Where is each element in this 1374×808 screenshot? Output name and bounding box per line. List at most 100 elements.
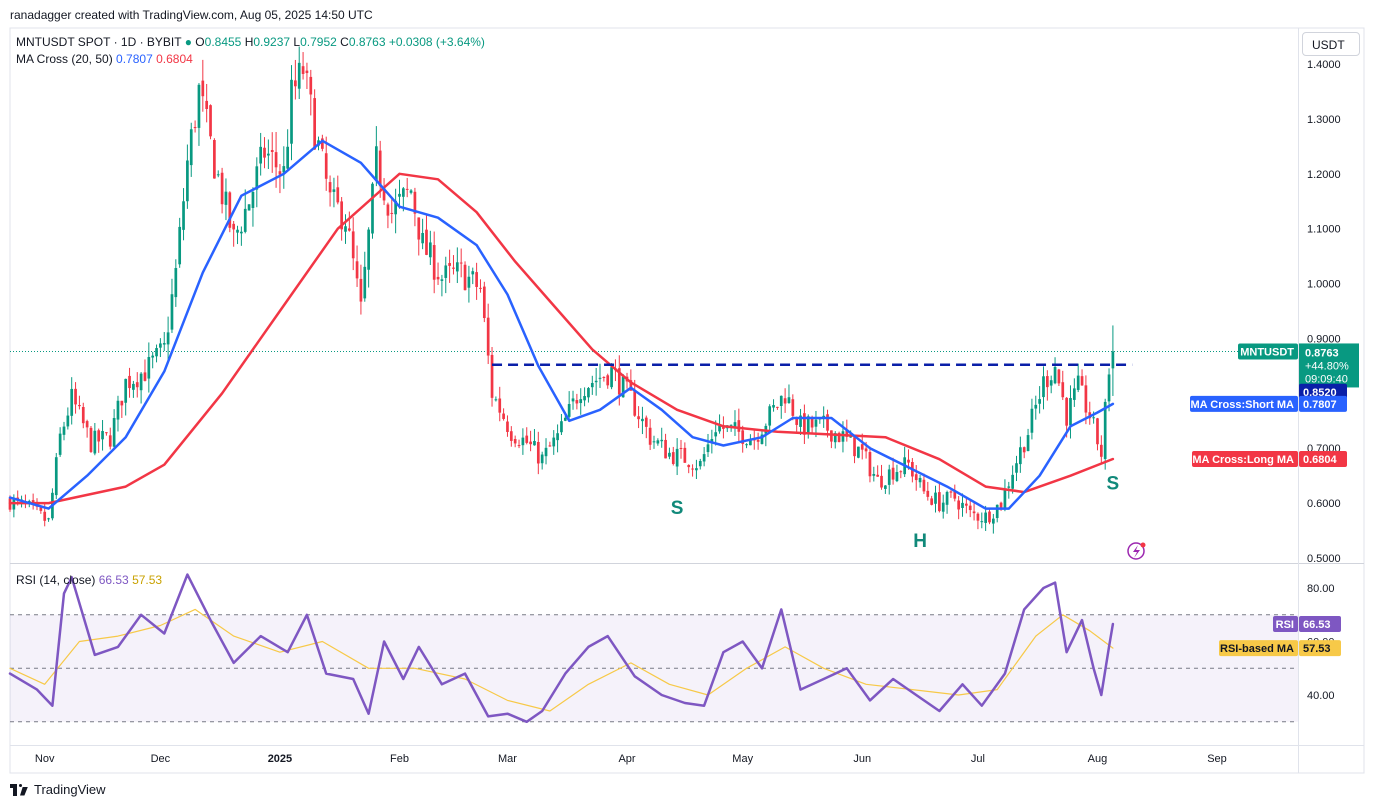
candle-body: [336, 187, 340, 203]
candle: [1099, 435, 1103, 464]
candle-body: [521, 437, 525, 446]
candle-body: [301, 66, 305, 74]
candle: [486, 303, 490, 365]
symbol-price-tag-name-text: MNTUSDT: [1240, 346, 1294, 358]
candle: [378, 140, 382, 198]
candle: [147, 342, 151, 393]
rsi-label[interactable]: RSI (14, close): [16, 573, 96, 587]
tradingview-logo-icon: [10, 783, 28, 796]
candle: [660, 427, 664, 448]
candle: [151, 351, 155, 369]
candle: [290, 65, 293, 161]
candle: [1053, 357, 1057, 385]
rsi-name-tag: RSI: [1273, 616, 1298, 633]
candle-body: [440, 279, 444, 281]
candle-body: [799, 415, 802, 427]
candle-body: [186, 160, 189, 202]
candle: [62, 421, 66, 441]
candle: [81, 402, 85, 429]
time-tick-label: Nov: [35, 753, 55, 765]
candle: [517, 439, 521, 449]
price-tick-label: 1.3000: [1307, 114, 1341, 126]
candle-body: [166, 332, 170, 345]
low-label: L: [293, 35, 301, 49]
candle: [382, 178, 386, 206]
candle-body: [922, 479, 926, 492]
candle-body: [274, 152, 278, 168]
candle: [482, 281, 486, 323]
candle: [745, 443, 748, 449]
rsi-value-tag-text: 66.53: [1303, 619, 1331, 631]
rsi-tick-label: 40.00: [1307, 690, 1335, 702]
candle: [321, 134, 324, 152]
candle: [756, 432, 760, 450]
candle: [772, 399, 775, 412]
candle-body: [594, 380, 598, 383]
candle: [201, 59, 205, 112]
candle-body: [479, 287, 482, 289]
candle-body: [502, 413, 505, 419]
candle-body: [490, 354, 494, 398]
candle: [776, 406, 779, 410]
candle-body: [714, 432, 718, 437]
candle-body: [953, 491, 957, 499]
candle-body: [78, 405, 81, 407]
candle: [205, 83, 209, 123]
candle: [533, 429, 536, 446]
candle-body: [691, 468, 694, 470]
candle: [398, 179, 401, 209]
candle: [182, 188, 185, 241]
candle-body: [81, 406, 85, 424]
ma-long-value: 0.6804: [156, 52, 193, 66]
candle: [992, 513, 995, 534]
candle-body: [837, 432, 841, 443]
symbol-name[interactable]: MNTUSDT SPOT · 1D · BYBIT: [16, 35, 182, 49]
candle: [571, 390, 575, 410]
candle-body: [421, 232, 424, 244]
candle: [737, 408, 741, 444]
candle: [799, 408, 802, 435]
candle: [525, 427, 529, 445]
candle: [988, 507, 991, 525]
candle: [1045, 370, 1049, 401]
candle: [698, 458, 702, 470]
candle-body: [606, 375, 610, 386]
candle: [540, 451, 544, 470]
candle: [324, 136, 328, 191]
candle-body: [267, 153, 270, 156]
candle-body: [876, 474, 880, 477]
candle: [490, 346, 494, 407]
candle-body: [66, 415, 70, 427]
candle: [116, 395, 120, 432]
candle: [340, 197, 343, 241]
candle: [313, 89, 316, 150]
candle: [240, 226, 243, 246]
candle: [294, 59, 297, 100]
candle-body: [444, 265, 448, 278]
candle: [189, 122, 193, 177]
candle: [255, 157, 259, 208]
candle-body: [70, 388, 74, 416]
candle-body: [455, 262, 459, 272]
candle-body: [1045, 376, 1049, 388]
candle-body: [1034, 404, 1038, 409]
candle-body: [810, 417, 814, 428]
candle-body: [205, 100, 209, 109]
candle: [860, 433, 864, 460]
candle-body: [147, 357, 151, 379]
candle: [575, 393, 579, 410]
ma-label[interactable]: MA Cross (20, 50): [16, 52, 113, 66]
ma-short-name-tag-text: MA Cross:Short MA: [1191, 399, 1295, 411]
candle: [178, 217, 182, 268]
tradingview-footer[interactable]: TradingView: [10, 782, 106, 797]
candle: [995, 504, 999, 523]
candle-body: [305, 70, 309, 74]
candle-body: [124, 378, 128, 403]
candle: [965, 496, 968, 514]
candle-body: [97, 430, 101, 442]
candle-body: [1003, 489, 1007, 510]
currency-button[interactable]: USDT: [1302, 32, 1360, 56]
candle-body: [679, 447, 683, 449]
candle-body: [162, 343, 166, 345]
